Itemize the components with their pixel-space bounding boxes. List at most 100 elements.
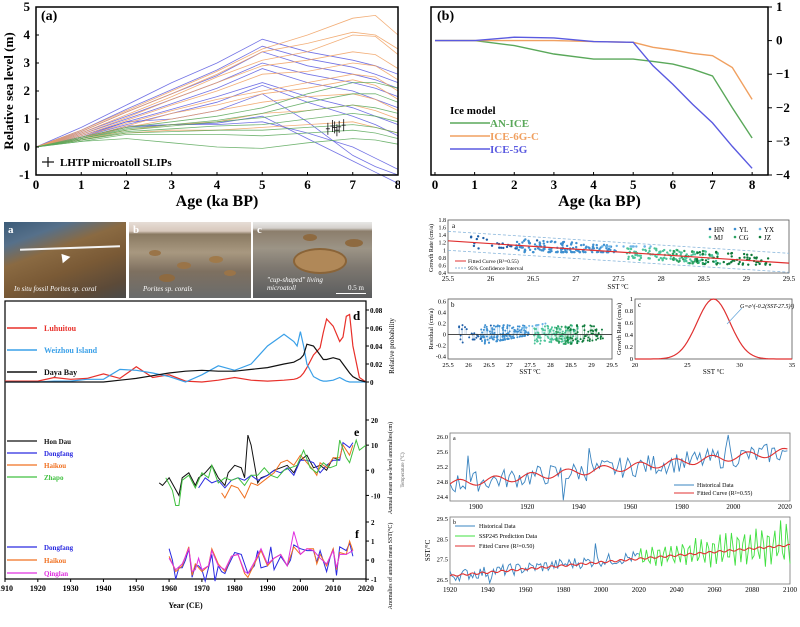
data-point-mj [704,253,707,256]
residual-point [490,335,493,338]
fitted-line [449,543,791,577]
residual-point [510,337,513,340]
y-tick-label: 2 [24,83,31,98]
data-point-mj [710,253,714,257]
series-line-ice-6g-c [435,39,753,100]
y-tick-label: 0.02 [370,361,383,369]
legend-label: Haikou [44,462,66,470]
x-tick-label: 28.5 [565,362,576,369]
data-point-yx [604,245,608,248]
data-point-yx [632,245,635,248]
residual-point [576,342,579,345]
x-tick-label: 28 [547,362,554,369]
x-tick-label: 1980 [556,586,571,594]
annotation-label: G=e^(-0.2(SST-27.5)²) [740,303,794,310]
x-tick-label: 2060 [707,586,722,594]
photo-label: a [8,224,14,236]
data-point-mj [626,247,629,250]
legend-label: MJ [714,234,723,242]
residual-point [515,330,518,333]
data-point-hn [510,245,513,248]
series-line-ice-5g [35,84,399,148]
residual-point [549,338,552,341]
legend-label: Weizhou Island [44,346,98,355]
series-line-an-ice [435,39,753,139]
y-tick-label: 0.2 [625,344,633,351]
residual-point [488,330,491,333]
data-point-mj [632,256,635,260]
residual-point [484,340,487,343]
data-point-yl [515,240,519,244]
x-axis-label: SST °C [519,368,540,376]
y-axis-label: Residual (cm/a) [428,308,435,349]
residual-point [518,325,521,328]
data-point-cg [701,261,705,265]
residual-point [569,324,572,327]
y-tick-label: 0 [24,139,31,154]
data-point-mj [655,247,658,251]
y-tick-label: 0.4 [438,310,447,317]
scale-label: 0.5 m [348,284,364,292]
residual-point [523,326,526,329]
data-point-yl [546,240,549,244]
residual-point [601,337,604,340]
photo-a: a In situ fossil Porites sp. coral [4,222,126,298]
x-tick-label: 7 [709,177,716,192]
x-tick-label: 2000 [726,503,741,511]
data-point-mj [669,249,672,252]
x-tick-label: 1980 [227,584,243,593]
data-point-cg [676,249,679,252]
residual-point [487,341,490,344]
x-tick-label: 2000 [292,584,308,593]
data-point-mj [641,248,645,251]
residual-point [468,336,471,339]
residual-point [506,325,509,328]
series-line-ice-5g [35,82,399,148]
data-point-jz [701,258,704,262]
y-tick-label: 0.08 [370,307,383,315]
plot-frame [4,300,367,580]
legend-label: Luhuitou [44,324,77,333]
residual-point [486,338,489,341]
x-tick-label: 5 [630,177,637,192]
data-point-jz [748,257,751,260]
residual-point [564,331,567,334]
legend-label: 95% Confidence Interval [468,265,524,272]
data-point-hn [477,247,480,250]
data-point-mj [698,253,702,256]
plot-frame [449,432,791,502]
data-point-hn [535,239,539,242]
data-point-mj [663,248,666,252]
panel-title: c [638,301,641,309]
series-line-ice-6g-c [35,51,399,148]
residual-point [494,325,497,328]
residual-point [544,322,547,325]
x-tick-label: 1 [78,177,85,192]
data-point-yl [538,248,541,251]
data-point-cg [678,259,681,263]
residual-point [484,324,487,327]
x-axis-label: Age (ka BP) [558,193,641,210]
residual-point [521,335,524,338]
data-point-mj [666,251,669,254]
data-point-mj [714,259,718,263]
x-tick-label: 2100 [783,586,798,594]
legend-marker [758,227,762,231]
ci-upper-line [447,230,790,254]
legend-label: YX [764,226,774,234]
data-point-mj [629,247,633,251]
legend-label: CG [739,234,749,242]
legend-marker [733,235,737,239]
historical-line [449,543,640,585]
residual-point [523,334,526,337]
data-point-cg [682,258,685,261]
data-point-mj [683,260,686,263]
data-point-mj [639,256,643,260]
data-point-jz [768,263,772,266]
x-tick-label: 30 [736,362,743,369]
data-point-jz [696,259,699,263]
data-point-jz [712,260,715,263]
data-point-yl [553,241,557,244]
data-point-yl [613,249,616,252]
data-point-mj [685,256,688,260]
